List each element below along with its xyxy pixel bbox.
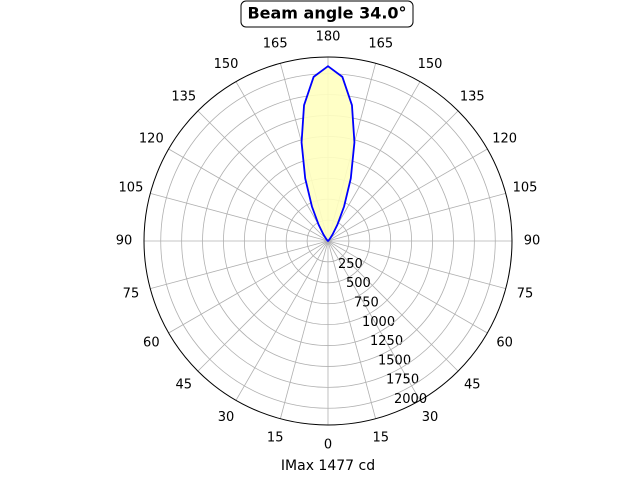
theta-tick-label: 90 — [116, 234, 133, 249]
theta-tick-label: 0 — [324, 438, 332, 453]
theta-tick-label: 90 — [524, 234, 541, 249]
theta-tick-label: 105 — [119, 181, 144, 196]
grid-spoke — [197, 240, 329, 372]
grid-spoke — [327, 110, 459, 242]
theta-tick-label: 15 — [373, 431, 390, 446]
chart-title: Beam angle 34.0° — [247, 4, 406, 23]
lobe — [300, 65, 356, 243]
grid-spoke — [327, 240, 421, 401]
grid-spoke — [150, 192, 329, 242]
theta-tick-label: 180 — [316, 30, 341, 45]
grid-spoke — [197, 110, 329, 242]
r-tick-label: 1500 — [378, 353, 411, 368]
grid-spoke — [327, 240, 488, 334]
theta-tick-label: 15 — [267, 431, 284, 446]
theta-tick-label: 30 — [422, 410, 439, 425]
theta-tick-label: 135 — [171, 89, 196, 104]
grid-spoke — [150, 240, 329, 290]
theta-tick-label: 165 — [368, 36, 393, 51]
r-tick-label: 1000 — [362, 315, 395, 330]
grid-spoke — [327, 240, 459, 372]
r-tick-label: 1250 — [370, 334, 403, 349]
theta-tick-label: 120 — [492, 132, 517, 147]
grid-spoke — [327, 81, 421, 242]
theta-tick-label: 45 — [175, 378, 192, 393]
x-axis-label: IMax 1477 cd — [281, 458, 375, 474]
theta-tick-label: 135 — [460, 89, 485, 104]
theta-tick-label: 60 — [496, 336, 513, 351]
polar-frame — [143, 56, 513, 426]
r-tick-label: 1750 — [386, 373, 419, 388]
theta-tick-label: 150 — [214, 57, 239, 72]
title-box — [240, 0, 414, 28]
grid-spoke — [327, 240, 506, 290]
grid-spoke — [327, 240, 377, 419]
theta-tick-label: 120 — [139, 132, 164, 147]
r-tick-label: 500 — [346, 276, 371, 291]
theta-tick-label: 75 — [123, 286, 140, 301]
grid-spoke — [168, 148, 329, 242]
theta-tick-label: 45 — [464, 378, 481, 393]
theta-tick-label: 105 — [513, 181, 538, 196]
grid-spoke — [168, 240, 329, 334]
theta-tick-label: 165 — [263, 36, 288, 51]
r-tick-label: 2000 — [394, 392, 427, 407]
theta-tick-label: 75 — [517, 286, 534, 301]
theta-tick-label: 150 — [418, 57, 443, 72]
grid-spoke — [235, 81, 329, 242]
r-tick-label: 250 — [338, 257, 363, 272]
theta-tick-label: 30 — [218, 410, 235, 425]
grid-spoke — [327, 192, 506, 242]
grid-spoke — [327, 148, 488, 242]
theta-tick-label: 60 — [143, 336, 160, 351]
grid-spoke — [235, 240, 329, 401]
r-tick-label: 750 — [354, 295, 379, 310]
grid-spoke — [279, 240, 329, 419]
